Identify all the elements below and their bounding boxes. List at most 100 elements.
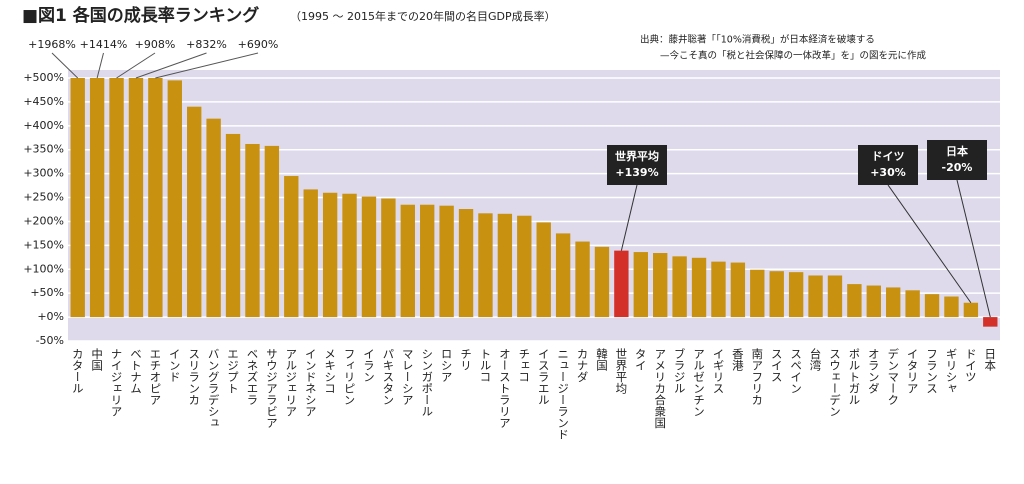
y-tick-label: +100%	[23, 262, 64, 275]
bar	[575, 241, 590, 318]
x-tick-label: オランダ	[867, 348, 881, 394]
leader-line	[155, 52, 259, 79]
x-tick-label: ベネズエラ	[245, 348, 259, 406]
x-tick-label: イタリア	[906, 348, 920, 394]
x-tick-label: サウジアラビア	[265, 348, 279, 429]
x-tick-label: 台湾	[809, 347, 823, 372]
bar	[187, 106, 202, 318]
bar	[400, 204, 415, 318]
leader-line	[116, 52, 156, 79]
x-tick-label: スウェーデン	[828, 348, 842, 417]
x-tick-label: カタール	[71, 348, 85, 394]
bar	[322, 192, 338, 318]
x-tick-label: エジプト	[226, 348, 240, 394]
x-tick-label: スイス	[770, 348, 784, 383]
bar	[847, 284, 862, 318]
plot-background	[68, 70, 1000, 341]
bar	[730, 262, 746, 318]
bar	[70, 78, 85, 318]
x-tick-label: フィリピン	[343, 348, 357, 406]
x-tick-label: インドネシア	[304, 348, 318, 417]
leader-line	[51, 52, 79, 79]
bar	[128, 78, 144, 318]
callout-name: 世界平均	[615, 149, 659, 163]
x-tick-label: エチオピア	[148, 348, 162, 406]
bar	[866, 285, 881, 318]
bar	[827, 275, 843, 318]
x-tick-label: ドイツ	[964, 348, 978, 383]
bar	[89, 78, 105, 318]
data-label: +1968%	[28, 38, 76, 51]
bar	[536, 222, 551, 318]
x-tick-label: 日本	[983, 348, 997, 372]
x-tick-label: ギリシャ	[944, 348, 958, 394]
x-tick-label: フランス	[925, 348, 939, 394]
x-tick-label: メキシコ	[323, 348, 337, 394]
bar	[750, 269, 765, 318]
x-tick-label: ナイジェリア	[110, 348, 124, 417]
x-tick-label: シンガポール	[420, 348, 434, 417]
data-label: +690%	[238, 38, 279, 51]
x-tick-label: イギリス	[711, 348, 725, 394]
x-tick-label: アルゼンチン	[692, 348, 706, 417]
y-tick-label: +150%	[23, 238, 64, 251]
x-tick-label: マレーシア	[401, 348, 415, 406]
callout-box	[607, 145, 667, 185]
y-tick-label: +400%	[23, 119, 64, 132]
y-tick-label: +50%	[30, 286, 64, 299]
x-tick-label: チェコ	[517, 348, 531, 383]
x-tick-label: タイ	[634, 348, 648, 371]
source: —今こそ真の「税と社会保障の一体改革」を」の図を元に作成	[660, 50, 927, 62]
y-tick-label: +0%	[37, 310, 64, 323]
bar	[808, 275, 823, 318]
bar	[672, 256, 687, 318]
bar	[206, 118, 221, 318]
x-tick-label: 南アフリカ	[750, 347, 764, 405]
data-label: +832%	[186, 38, 227, 51]
bar	[594, 246, 610, 318]
bar	[109, 78, 124, 318]
x-tick-label: インド	[168, 348, 182, 383]
bar	[264, 145, 280, 318]
x-tick-label: アルジェリア	[284, 348, 298, 417]
x-tick-label: チリ	[459, 348, 473, 371]
callout-name: 日本	[946, 144, 968, 158]
source: 出典：藤井聡著「「10%消費税」が日本経済を破壊する	[640, 34, 875, 46]
leader-line	[956, 179, 991, 318]
bar	[924, 294, 940, 318]
data-label: +908%	[135, 38, 176, 51]
bar	[361, 196, 377, 318]
bar	[245, 143, 260, 318]
bar	[555, 233, 571, 318]
x-tick-label: ベトナム	[129, 348, 143, 394]
leader-line	[135, 52, 207, 79]
x-tick-label: 中国	[90, 348, 104, 372]
bar	[614, 250, 629, 318]
callout-box	[858, 145, 918, 185]
bar	[284, 176, 299, 318]
leader-line	[620, 184, 638, 251]
x-tick-label: アメリカ合衆国	[653, 348, 667, 429]
bar	[944, 296, 959, 318]
bar	[478, 213, 493, 318]
bar	[497, 213, 513, 318]
x-tick-label: イスラエル	[537, 348, 551, 406]
x-tick-label: スペイン	[789, 348, 803, 394]
x-tick-label: イラン	[362, 348, 376, 383]
callout-box	[927, 140, 987, 180]
bar	[420, 204, 435, 318]
bar	[905, 290, 920, 318]
callout-name: ドイツ	[872, 150, 905, 163]
bar	[691, 257, 707, 318]
y-tick-label: +300%	[23, 167, 64, 180]
bar	[342, 193, 357, 318]
x-tick-label: オーストラリア	[498, 348, 512, 429]
bar	[167, 80, 182, 318]
bar	[653, 253, 668, 318]
data-label: +30%	[870, 166, 906, 179]
x-tick-label: 香港	[731, 348, 745, 371]
x-tick-label: カナダ	[576, 348, 590, 383]
chart-title: ■図1 各国の成長率ランキング	[22, 5, 259, 26]
x-tick-label: ブラジル	[673, 347, 687, 394]
x-tick-label: バングラデシュ	[207, 348, 221, 429]
